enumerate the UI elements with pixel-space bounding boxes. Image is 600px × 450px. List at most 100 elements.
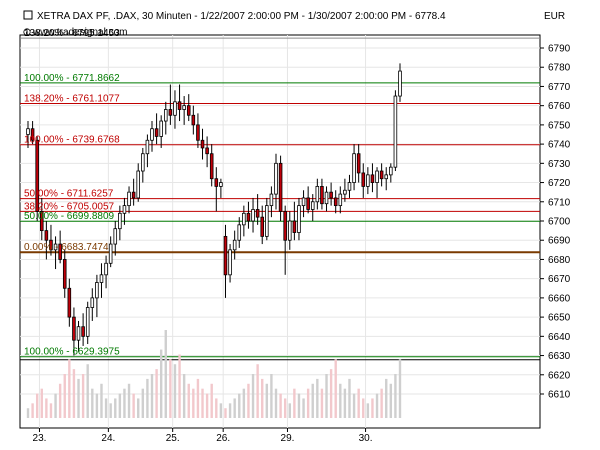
candle-body (104, 262, 108, 276)
y-axis: 6610 6620 6630 6640 6650 6660 6670 6680 6690 6700… (540, 44, 571, 401)
candle-body (324, 191, 329, 205)
candle-body (301, 197, 306, 207)
candle-body (150, 128, 154, 141)
volume-bar (352, 393, 356, 418)
candle-body (191, 114, 196, 126)
y-tick-label: 6790 (548, 44, 571, 55)
candle-body (361, 172, 366, 187)
volume-bar (293, 388, 296, 418)
candle-body (118, 212, 122, 230)
volume-bar (109, 403, 112, 418)
candle-body (297, 205, 301, 233)
volume-bar (164, 330, 167, 418)
volume-bar (58, 383, 62, 418)
candle-body (255, 209, 260, 218)
candle-body (219, 182, 223, 187)
volume-bar (334, 359, 337, 418)
volume-bar (159, 349, 163, 418)
candle-body (30, 128, 35, 141)
volume-bar (95, 393, 99, 418)
volume-bar (132, 393, 135, 418)
y-tick-label: 6710 (548, 197, 571, 208)
y-tick-label: 6730 (548, 159, 571, 170)
volume-bar (178, 354, 181, 418)
volume-bar (77, 378, 80, 418)
volume-bar (274, 388, 278, 418)
volume-bar (329, 369, 333, 418)
volume-bar (270, 374, 273, 418)
volume-bar (247, 383, 250, 418)
candle-body (274, 162, 278, 195)
volume-bar (265, 383, 269, 418)
volume-bar (375, 393, 379, 418)
candle-body (228, 249, 232, 276)
candle-body (393, 95, 398, 168)
volume-bar (261, 378, 264, 418)
source-label: www.tradesignal.com (32, 27, 127, 38)
volume-bar (283, 398, 287, 418)
candle-body (398, 70, 402, 97)
level-label: 50.00% - 6711.6257 (24, 189, 114, 200)
candle-body (35, 139, 39, 212)
volume-bar (192, 388, 195, 418)
volume-bar (343, 388, 347, 418)
candle-body (85, 307, 90, 337)
candle-body (72, 316, 76, 341)
menu-icon[interactable] (23, 10, 33, 20)
candle-body (214, 178, 219, 187)
candle-body (389, 166, 393, 176)
volume-bar (242, 388, 246, 418)
y-tick-label: 6750 (548, 120, 571, 131)
fib-levels (20, 37, 540, 361)
candle-body (108, 243, 113, 264)
candle-body (251, 209, 255, 222)
candle-body (265, 205, 269, 237)
candle-body (186, 105, 191, 116)
x-tick-label: 25. (166, 433, 180, 444)
volume-bar (35, 393, 39, 418)
volume-bar (224, 408, 227, 418)
volume-bar (91, 388, 94, 418)
volume-bar (127, 383, 131, 418)
y-tick-label: 6770 (548, 82, 571, 93)
candle-body (163, 109, 168, 122)
volume-bar (302, 398, 305, 418)
volume-bar (362, 398, 365, 418)
level-label: 100.00% - 6739.6768 (24, 135, 120, 146)
currency-label: EUR (544, 11, 565, 22)
level-label: 100.00% - 6629.3975 (24, 347, 120, 358)
level-labels: 138.20% - 6795.1453 100.00% - 6771.8662 13… (24, 28, 120, 358)
volume-bar (210, 383, 213, 418)
volume-bar (380, 388, 383, 418)
volume-bar (371, 398, 374, 418)
candle-body (375, 170, 379, 183)
volume-bar (114, 398, 117, 418)
candle-body (320, 185, 324, 205)
candle-body (196, 124, 200, 141)
volume-bar (228, 403, 232, 418)
candle-body (76, 326, 81, 341)
candle-body (49, 239, 53, 251)
level-label: 50.00% - 6699.8809 (24, 211, 115, 222)
volume-bars (26, 330, 402, 418)
volume-bar (366, 403, 370, 418)
candle-body (343, 189, 347, 195)
y-tick-label: 6740 (548, 140, 571, 151)
plot-frame (19, 34, 541, 429)
candle-body (356, 153, 361, 174)
candle-body (127, 191, 131, 207)
candle-body (278, 162, 283, 212)
level-label: 138.20% - 6761.1077 (24, 94, 120, 105)
candle-body (95, 282, 99, 299)
y-tick-label: 6650 (548, 313, 571, 324)
volume-bar (63, 374, 66, 418)
volume-bar (26, 408, 30, 418)
x-tick-label: 24. (101, 433, 115, 444)
volume-bar (54, 393, 57, 418)
candle-body (53, 243, 58, 251)
volume-bar (306, 388, 310, 418)
candle-body (242, 212, 246, 226)
y-tick-label: 6630 (548, 351, 571, 362)
